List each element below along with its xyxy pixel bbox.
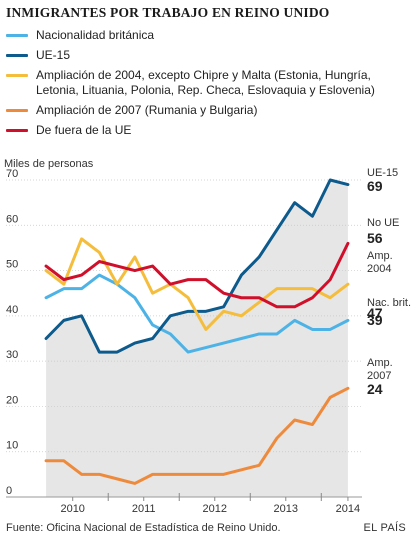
series-line-3 [44,386,350,485]
legend-swatch [6,74,28,77]
y-tick-label: 0 [6,485,12,497]
end-label: Nac. brit. [367,297,411,309]
series-line-2 [44,237,350,331]
legend: Nacionalidad británica UE-15 Ampliación … [6,28,410,143]
y-tick-label: 30 [6,349,18,361]
x-tick-label: 2012 [203,503,227,515]
y-tick-label: 60 [6,213,18,225]
legend-label: De fuera de la UE [36,123,132,137]
end-label: No UE [367,217,399,229]
y-tick-label: 10 [6,440,18,452]
legend-item-ampliacion-2007: Ampliación de 2007 (Rumania y Bulgaria) [6,103,410,118]
legend-item-nacionalidad-britanica: Nacionalidad británica [6,28,410,43]
end-label: 2007 [367,370,391,382]
x-tick-label: 2011 [132,503,156,515]
end-value: 24 [367,381,383,397]
end-label: 2004 [367,263,391,275]
x-tick-label: 2014 [336,503,360,515]
legend-label: Nacionalidad británica [36,28,155,42]
legend-item-ue15: UE-15 [6,48,410,63]
legend-swatch [6,109,28,112]
legend-label: Ampliación de 2004, excepto Chipre y Mal… [36,68,375,97]
y-axis-label: Miles de personas [4,158,94,170]
legend-swatch [6,54,28,57]
y-tick-label: 40 [6,304,18,316]
legend-swatch [6,34,28,37]
legend-item-ampliacion-2004: Ampliación de 2004, excepto Chipre y Mal… [6,68,410,98]
end-label: Amp. [367,357,393,369]
legend-item-fuera-ue: De fuera de la UE [6,123,410,138]
source-note: Fuente: Oficina Nacional de Estadística … [6,522,281,534]
end-value: 47 [367,305,383,321]
legend-swatch [6,129,28,132]
legend-label: UE-15 [36,48,71,62]
end-label: UE-15 [367,167,398,179]
end-value: 56 [367,230,383,246]
legend-label: Ampliación de 2007 (Rumania y Bulgaria) [36,103,258,117]
y-tick-label: 70 [6,168,18,180]
area-shading [46,180,348,497]
y-tick-label: 20 [6,394,18,406]
x-tick-label: 2013 [274,503,298,515]
end-value: 69 [367,178,383,194]
end-value: 39 [367,312,383,328]
chart-title: INMIGRANTES POR TRABAJO EN REINO UNIDO [6,5,330,20]
series-line-4 [44,241,350,309]
y-tick-label: 50 [6,259,18,271]
brand-logo-text: EL PAÍS [363,522,406,534]
end-label: Amp. [367,250,393,262]
x-tick-label: 2010 [60,503,84,515]
series-line-0 [44,273,350,354]
